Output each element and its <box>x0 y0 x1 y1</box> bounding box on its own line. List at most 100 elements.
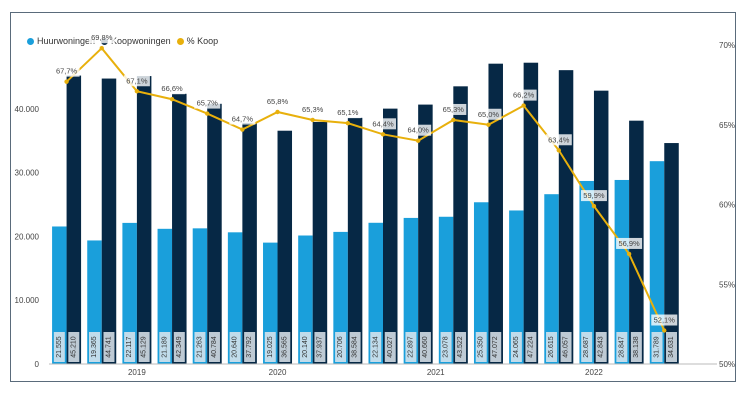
legend-label-koopwoningen: Koopwoningen <box>111 36 171 46</box>
data-label-koopwoningen: 34.631 <box>668 336 675 358</box>
data-label-bg <box>651 332 663 362</box>
bar-koopwoningen <box>593 90 609 365</box>
bar-huurwoningen <box>52 226 67 364</box>
data-label-bg <box>580 190 607 202</box>
y-right-tick-label: 50% <box>719 360 735 369</box>
bar-huurwoningen <box>192 228 208 364</box>
data-label-huurwoningen: 28.847 <box>618 336 625 358</box>
bar-koopwoningen <box>66 75 82 365</box>
y-left-tick-label: 30.000 <box>15 169 40 178</box>
point-koop-percentage <box>275 109 280 115</box>
point-koop-percentage <box>521 103 526 108</box>
data-label-koopwoningen: 36.565 <box>281 336 288 358</box>
data-label-koop-percentage: 65,0% <box>478 110 500 119</box>
data-label-huurwoningen: 19.025 <box>267 336 274 358</box>
chart-frame: Huurwoningen Koopwoningen % Koop 0 10.000… <box>10 12 736 382</box>
data-label-huurwoningen: 19.365 <box>91 336 98 358</box>
data-label-koop-percentage: 65,8% <box>267 97 289 106</box>
data-label-bg <box>546 332 558 362</box>
data-label-koopwoningen: 45.210 <box>70 336 77 358</box>
data-label-bg <box>314 332 326 362</box>
legend-swatch-koop-percentage <box>176 37 184 45</box>
y-left-tick-label: 40.000 <box>15 105 40 114</box>
point-koop-percentage <box>556 148 561 153</box>
bar-huurwoningen <box>157 228 173 364</box>
point-koop-percentage <box>415 138 421 143</box>
data-label-bg <box>194 332 206 362</box>
data-label-koopwoningen: 44.741 <box>105 336 112 358</box>
data-label-koop-percentage: 66,6% <box>161 84 183 93</box>
data-label-huurwoningen: 28.687 <box>583 336 590 358</box>
data-label-bg <box>138 332 150 362</box>
data-label-bg <box>651 314 678 326</box>
data-label-bg <box>581 332 593 362</box>
data-label-koopwoningen: 37.792 <box>246 336 253 358</box>
data-label-bg <box>666 332 678 362</box>
x-tick-label-year: 2022 <box>585 368 603 377</box>
legend-item-koop-percentage[interactable]: % Koop <box>176 36 219 46</box>
data-label-bg <box>88 32 115 44</box>
point-koop-percentage <box>169 97 175 102</box>
data-label-koopwoningen: 45.129 <box>141 336 148 358</box>
bar-koopwoningen <box>136 76 152 365</box>
data-label-koop-percentage: 56,9% <box>618 239 640 248</box>
data-label-bg <box>455 332 467 362</box>
data-label-koop-percentage: 65,7% <box>197 99 219 108</box>
data-label-bg <box>370 332 382 362</box>
data-label-bg <box>545 134 572 146</box>
data-label-koopwoningen: 47.224 <box>527 336 534 358</box>
data-label-bg <box>384 332 396 362</box>
bar-huurwoningen <box>544 194 559 364</box>
x-tick-label-year: 2019 <box>128 368 146 377</box>
y-right-tick-label: 60% <box>719 201 735 210</box>
data-label-bg <box>349 332 361 362</box>
data-label-koop-percentage: 67,7% <box>56 67 78 76</box>
data-label-bg <box>616 332 628 362</box>
bar-huurwoningen <box>509 210 524 364</box>
point-koop-percentage <box>486 122 491 127</box>
data-label-koop-percentage: 65,3% <box>302 105 324 114</box>
data-label-bg <box>440 103 467 115</box>
data-label-koop-percentage: 64,7% <box>232 115 254 124</box>
legend-label-huurwoningen: Huurwoningen <box>37 36 96 46</box>
data-label-huurwoningen: 25.350 <box>478 336 485 358</box>
bar-koopwoningen <box>383 108 398 364</box>
data-label-bg <box>299 332 311 362</box>
point-koop-percentage <box>99 45 104 51</box>
point-koop-percentage <box>240 127 245 132</box>
data-label-bg <box>419 332 431 362</box>
data-label-bg <box>53 332 65 362</box>
data-label-bg <box>335 332 347 362</box>
bar-koopwoningen <box>207 103 222 364</box>
data-label-koop-percentage: 59,9% <box>583 191 605 200</box>
data-label-bg <box>264 332 276 362</box>
data-label-koop-percentage: 66,2% <box>513 91 535 100</box>
data-label-bg <box>53 65 80 77</box>
bar-huurwoningen <box>122 222 137 364</box>
data-label-bg <box>475 108 502 120</box>
data-label-bg <box>405 124 432 136</box>
y-right-tick-label: 70% <box>719 41 735 50</box>
y-left-tick-label: 20.000 <box>15 232 40 241</box>
data-label-huurwoningen: 20.706 <box>337 336 344 358</box>
bar-koopwoningen <box>558 70 574 364</box>
data-label-koop-percentage: 63,4% <box>548 135 570 144</box>
data-label-koopwoningen: 46.057 <box>563 336 570 358</box>
data-label-huurwoningen: 26.615 <box>548 336 555 358</box>
bar-huurwoningen <box>649 161 665 364</box>
data-label-bg <box>525 332 537 362</box>
data-label-bg <box>173 332 185 362</box>
legend-label-koop-percentage: % Koop <box>186 36 219 46</box>
data-label-bg <box>595 332 607 362</box>
bar-koopwoningen <box>347 117 363 365</box>
data-label-bg <box>616 237 643 249</box>
data-label-bg <box>208 332 220 362</box>
point-koop-percentage <box>626 251 632 257</box>
data-label-bg <box>229 332 241 362</box>
data-label-huurwoningen: 23.078 <box>443 336 450 358</box>
data-label-bg <box>334 107 361 119</box>
data-label-bg <box>370 118 396 130</box>
data-label-bg <box>510 332 522 362</box>
legend-item-huurwoningen[interactable]: Huurwoningen <box>27 36 95 46</box>
data-label-bg <box>124 332 136 362</box>
